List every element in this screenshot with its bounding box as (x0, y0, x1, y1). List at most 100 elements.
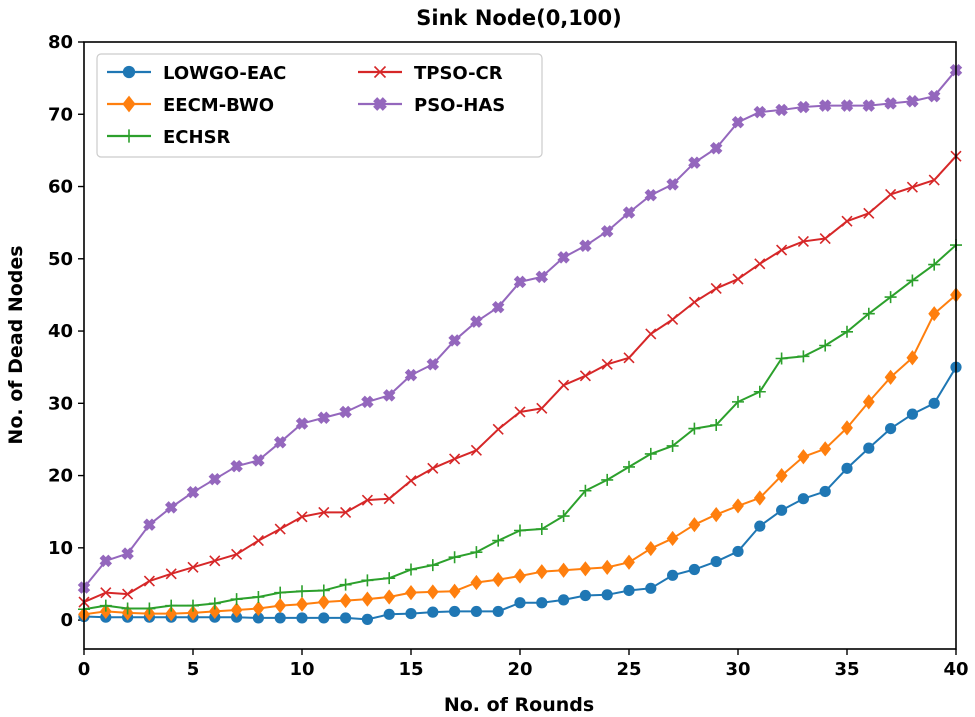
data-point (579, 370, 591, 382)
data-point (318, 612, 330, 624)
data-point (143, 575, 155, 587)
data-point (470, 546, 483, 559)
data-point (405, 563, 417, 576)
x-tick-label: 30 (725, 659, 750, 680)
data-point (187, 561, 199, 573)
data-point (688, 296, 700, 308)
data-point (514, 597, 526, 609)
data-point (579, 589, 592, 602)
data-point (143, 602, 156, 615)
data-point (361, 494, 373, 506)
data-point (775, 467, 788, 484)
legend-label: LOWGO-EAC (163, 63, 286, 84)
series-pso-has (77, 63, 963, 594)
data-point (928, 306, 941, 322)
data-point (208, 597, 221, 610)
data-point (535, 270, 549, 284)
series-echsr (78, 239, 962, 616)
data-point (492, 572, 505, 588)
data-point (361, 613, 373, 625)
data-point (840, 99, 854, 112)
data-point (558, 379, 570, 391)
data-point (361, 395, 374, 409)
data-point (776, 244, 788, 256)
data-point (252, 600, 265, 617)
data-point (906, 181, 918, 193)
data-point (295, 417, 309, 430)
data-point (317, 584, 330, 597)
data-point (884, 97, 897, 110)
data-point (491, 300, 505, 314)
data-point (535, 564, 548, 580)
data-point (885, 188, 897, 201)
data-point (797, 100, 810, 114)
data-point (339, 578, 352, 591)
data-point (688, 517, 701, 533)
data-point (841, 325, 853, 338)
data-point (775, 352, 788, 365)
data-point (819, 232, 831, 245)
data-point (186, 485, 200, 499)
data-point (841, 215, 853, 227)
data-point (819, 339, 832, 352)
data-point (99, 599, 112, 612)
legend-label: EECM-BWO (163, 95, 274, 116)
data-point (667, 313, 679, 326)
data-point (514, 568, 526, 584)
data-point (296, 612, 308, 624)
data-point (841, 420, 853, 436)
data-point (776, 504, 788, 516)
legend-marker (122, 95, 136, 113)
data-point (449, 453, 461, 465)
data-point (666, 439, 679, 452)
data-point (906, 350, 919, 366)
data-point (340, 506, 352, 518)
data-point (601, 473, 614, 486)
data-point (361, 591, 374, 607)
series-layer (77, 63, 963, 625)
data-point (557, 562, 570, 578)
data-point (862, 99, 876, 112)
data-point (819, 441, 832, 457)
data-point (732, 545, 744, 558)
data-point (470, 605, 482, 618)
data-point (100, 587, 112, 599)
data-point (340, 612, 352, 624)
data-point (296, 585, 308, 598)
y-tick-label: 80 (48, 32, 73, 53)
data-point (274, 586, 287, 599)
data-point (731, 115, 745, 129)
data-point (536, 402, 548, 414)
data-point (732, 395, 744, 408)
data-point (383, 572, 396, 585)
data-point (601, 559, 614, 575)
data-point (361, 574, 374, 587)
data-point (492, 605, 504, 618)
data-point (448, 551, 461, 564)
data-point (273, 436, 287, 449)
x-tick-label: 0 (78, 659, 91, 680)
data-point (492, 534, 505, 547)
x-tick-label: 10 (289, 659, 314, 680)
data-point (558, 594, 570, 606)
x-tick-label: 25 (616, 659, 641, 680)
data-point (165, 605, 178, 622)
data-point (231, 548, 243, 560)
y-tick-label: 50 (48, 249, 73, 270)
x-tick-label: 35 (834, 659, 859, 680)
data-point (732, 273, 744, 285)
data-point (732, 498, 744, 514)
data-point (208, 603, 221, 620)
data-point (339, 592, 352, 609)
legend-item: LOWGO-EAC (107, 63, 286, 84)
data-point (775, 103, 788, 117)
data-point (754, 520, 766, 532)
data-point (187, 605, 199, 621)
data-point (448, 583, 461, 599)
data-point (99, 554, 113, 568)
legend-marker (373, 65, 387, 79)
data-point (753, 105, 767, 119)
data-point (296, 596, 308, 612)
data-point (710, 555, 722, 568)
data-point (383, 589, 396, 605)
